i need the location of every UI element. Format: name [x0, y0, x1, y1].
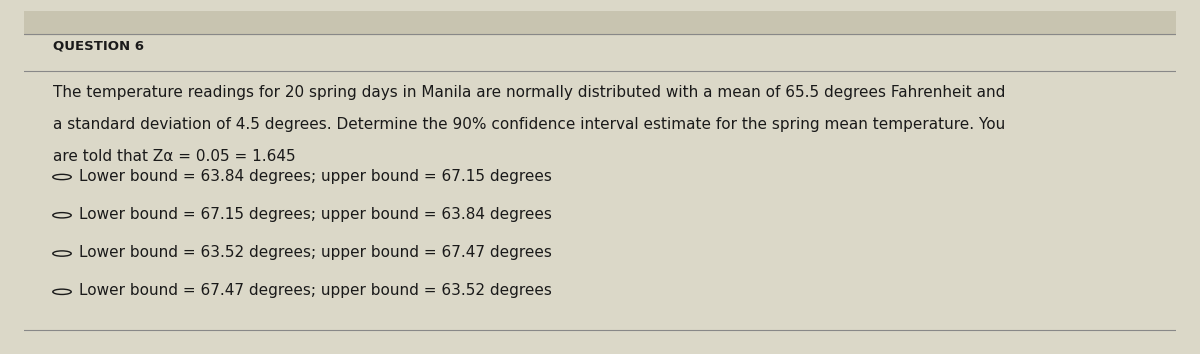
Text: Lower bound = 67.15 degrees; upper bound = 63.84 degrees: Lower bound = 67.15 degrees; upper bound… — [79, 207, 552, 222]
Text: Lower bound = 63.52 degrees; upper bound = 67.47 degrees: Lower bound = 63.52 degrees; upper bound… — [79, 245, 552, 260]
Text: Lower bound = 67.47 degrees; upper bound = 63.52 degrees: Lower bound = 67.47 degrees; upper bound… — [79, 284, 552, 298]
Text: are told that Zα = 0.05 = 1.645: are told that Zα = 0.05 = 1.645 — [53, 149, 295, 164]
Text: QUESTION 6: QUESTION 6 — [53, 39, 144, 52]
Text: Lower bound = 63.84 degrees; upper bound = 67.15 degrees: Lower bound = 63.84 degrees; upper bound… — [79, 169, 552, 184]
Text: The temperature readings for 20 spring days in Manila are normally distributed w: The temperature readings for 20 spring d… — [53, 85, 1006, 101]
Bar — [24, 11, 1176, 34]
Text: a standard deviation of 4.5 degrees. Determine the 90% confidence interval estim: a standard deviation of 4.5 degrees. Det… — [53, 117, 1006, 132]
